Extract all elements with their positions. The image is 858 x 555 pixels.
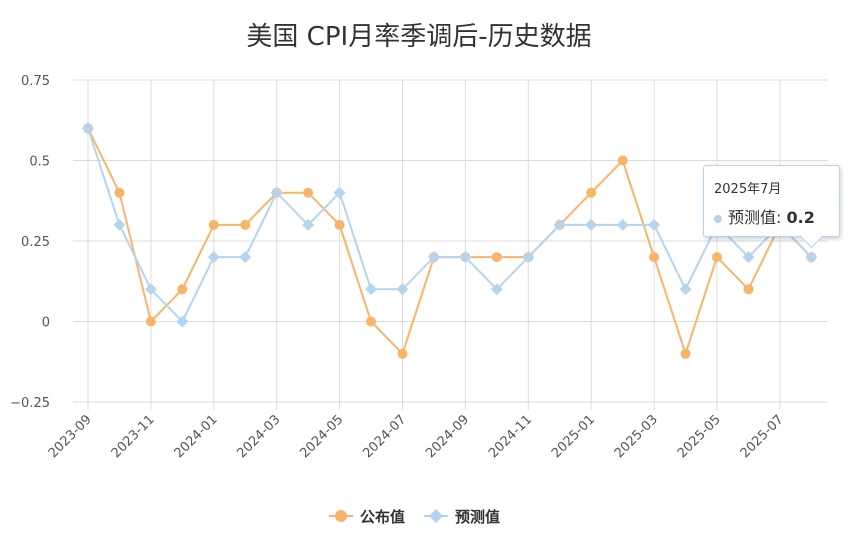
- data-point-diamond[interactable]: [522, 251, 535, 264]
- data-point-circle[interactable]: [145, 316, 156, 327]
- data-point-circle[interactable]: [240, 219, 251, 230]
- x-tick-label: 2024-01: [172, 412, 221, 461]
- data-point-circle[interactable]: [334, 219, 345, 230]
- tooltip-value: 0.2: [786, 208, 815, 227]
- data-point-circle[interactable]: [680, 348, 691, 359]
- data-point-diamond[interactable]: [82, 122, 94, 135]
- data-point-diamond[interactable]: [144, 283, 157, 296]
- data-point-diamond[interactable]: [365, 283, 378, 296]
- data-point-circle[interactable]: [649, 252, 660, 263]
- series-line: [87, 127, 813, 324]
- x-tick-label: 2024-07: [360, 412, 409, 461]
- x-tick-label: 2025-01: [549, 412, 598, 461]
- data-point-circle[interactable]: [712, 252, 722, 263]
- y-tick-label: 0: [42, 316, 50, 331]
- x-tick-label: 2025-05: [675, 412, 724, 461]
- data-point-circle[interactable]: [335, 510, 347, 522]
- data-point-circle[interactable]: [743, 284, 754, 295]
- data-point-circle[interactable]: [208, 219, 219, 230]
- x-tick-label: 2023-09: [46, 412, 95, 461]
- data-point-circle[interactable]: [114, 187, 125, 198]
- data-point-diamond[interactable]: [239, 251, 252, 264]
- tooltip-date: 2025年7月: [714, 182, 782, 197]
- x-tick-label: 2025-07: [738, 412, 787, 461]
- y-axis-ticks: −0.25 0 0.25 0.5 0.75: [10, 74, 50, 411]
- data-point-diamond[interactable]: [490, 283, 503, 296]
- y-tick-label: 0.25: [21, 235, 50, 250]
- data-point-diamond[interactable]: [113, 218, 126, 231]
- data-point-diamond[interactable]: [679, 283, 692, 296]
- data-point-circle[interactable]: [303, 187, 314, 198]
- data-point-diamond[interactable]: [333, 186, 346, 199]
- legend-item[interactable]: 预测值: [424, 508, 500, 526]
- tooltip-series-label: 预测值: [728, 208, 777, 227]
- data-point-circle[interactable]: [397, 348, 408, 359]
- data-point-diamond[interactable]: [553, 218, 566, 231]
- tooltip-series-dot-icon: [714, 214, 722, 223]
- tooltip-separator: :: [776, 208, 782, 227]
- tooltip: 2025年7月 预测值: 0.2: [703, 165, 840, 249]
- data-point-diamond[interactable]: [207, 251, 220, 264]
- legend[interactable]: 公布值 预测值: [329, 508, 500, 526]
- data-point-diamond[interactable]: [742, 251, 755, 264]
- x-tick-label: 2024-03: [235, 412, 284, 461]
- y-tick-label: 0.5: [29, 155, 50, 170]
- legend-item[interactable]: 公布值: [329, 508, 405, 526]
- data-point-diamond[interactable]: [616, 218, 629, 231]
- data-point-diamond[interactable]: [427, 251, 440, 264]
- data-point-diamond[interactable]: [429, 509, 443, 523]
- series-group: [82, 122, 818, 359]
- tooltip-row: 预测值: 0.2: [714, 204, 829, 228]
- data-point-diamond[interactable]: [585, 218, 598, 231]
- grid: [73, 79, 828, 410]
- data-point-circle[interactable]: [366, 316, 377, 327]
- data-point-circle[interactable]: [491, 252, 502, 263]
- data-point-circle[interactable]: [177, 284, 188, 295]
- data-point-diamond[interactable]: [805, 251, 818, 264]
- x-tick-label: 2024-11: [486, 412, 535, 461]
- x-tick-label: 2025-03: [612, 412, 661, 461]
- x-tick-label: 2024-09: [423, 412, 472, 461]
- legend-label: 公布值: [360, 508, 405, 526]
- y-tick-label: 0.75: [21, 74, 50, 89]
- data-point-diamond[interactable]: [270, 186, 283, 199]
- x-axis-ticks: 2023-09 2023-11 2024-01 2024-03 2024-05 2024-…: [46, 412, 787, 461]
- data-point-circle[interactable]: [586, 187, 597, 198]
- y-tick-label: −0.25: [10, 396, 50, 411]
- x-tick-label: 2023-11: [109, 412, 158, 461]
- data-point-diamond[interactable]: [396, 283, 409, 296]
- data-point-diamond[interactable]: [176, 315, 189, 328]
- data-point-diamond[interactable]: [648, 218, 661, 231]
- series-forecast: [82, 122, 818, 328]
- data-point-diamond[interactable]: [302, 218, 315, 231]
- legend-label: 预测值: [455, 508, 500, 526]
- data-point-diamond[interactable]: [459, 251, 472, 264]
- data-point-circle[interactable]: [617, 155, 628, 166]
- x-tick-label: 2024-05: [297, 412, 346, 461]
- chart-title: 美国 CPI月率季调后-历史数据: [246, 22, 591, 52]
